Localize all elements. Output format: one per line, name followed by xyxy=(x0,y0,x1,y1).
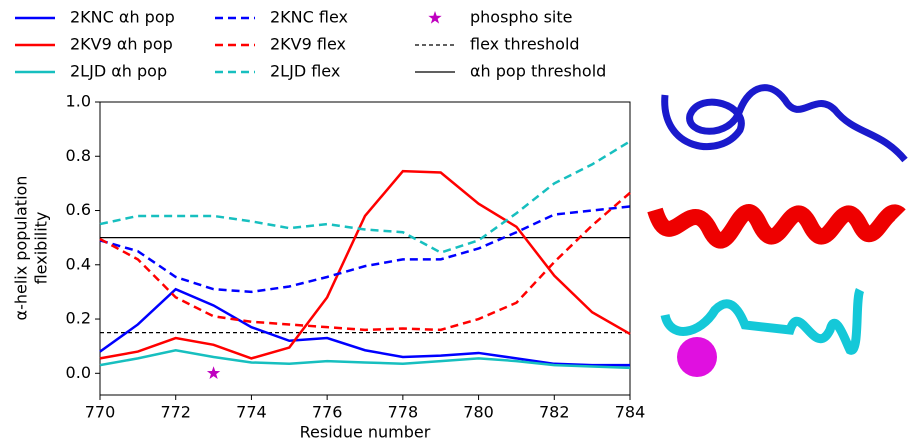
legend-swatch xyxy=(428,11,441,24)
legend-label: 2LJD flex xyxy=(270,62,340,81)
page: {"chart_data": {"type": "line", "x": [77… xyxy=(0,0,908,446)
y-axis-title: α-helix population xyxy=(12,176,31,321)
x-tick-label: 780 xyxy=(463,403,494,422)
y-tick-label: 0.8 xyxy=(66,146,91,165)
series-line xyxy=(100,193,630,330)
series-line xyxy=(100,141,630,252)
protein-2knc xyxy=(665,88,905,160)
y-tick-label: 0.6 xyxy=(66,200,91,219)
phospho-sphere xyxy=(677,337,717,377)
legend-label: flex threshold xyxy=(470,35,580,54)
chart: Residue number α-helix population flexib… xyxy=(0,0,908,442)
protein-illustrations xyxy=(655,88,905,377)
y-tick-label: 1.0 xyxy=(66,92,91,111)
y-tick-label: 0.4 xyxy=(66,254,91,273)
x-tick-label: 784 xyxy=(615,403,646,422)
legend-label: 2KV9 αh pop xyxy=(70,35,173,54)
x-tick-label: 774 xyxy=(236,403,267,422)
legend-label: 2KNC αh pop xyxy=(70,8,175,27)
series-line xyxy=(100,206,630,291)
phospho-marker xyxy=(207,366,220,379)
x-axis-title: Residue number xyxy=(300,423,431,442)
series-line xyxy=(100,289,630,365)
legend-label: phospho site xyxy=(470,8,573,27)
y-axis-title: flexibility xyxy=(32,212,51,285)
legend-label: αh pop threshold xyxy=(470,62,606,81)
legend-label: 2LJD αh pop xyxy=(70,62,167,81)
x-tick-label: 770 xyxy=(85,403,116,422)
x-tick-label: 772 xyxy=(160,403,191,422)
x-tick-label: 778 xyxy=(388,403,419,422)
series-line xyxy=(100,350,630,368)
x-tick-label: 776 xyxy=(312,403,343,422)
y-tick-label: 0.2 xyxy=(66,309,91,328)
y-tick-label: 0.0 xyxy=(66,363,91,382)
protein-2kv9 xyxy=(655,210,900,241)
x-tick-label: 782 xyxy=(539,403,570,422)
legend-label: 2KNC flex xyxy=(270,8,348,27)
legend-label: 2KV9 flex xyxy=(270,35,346,54)
